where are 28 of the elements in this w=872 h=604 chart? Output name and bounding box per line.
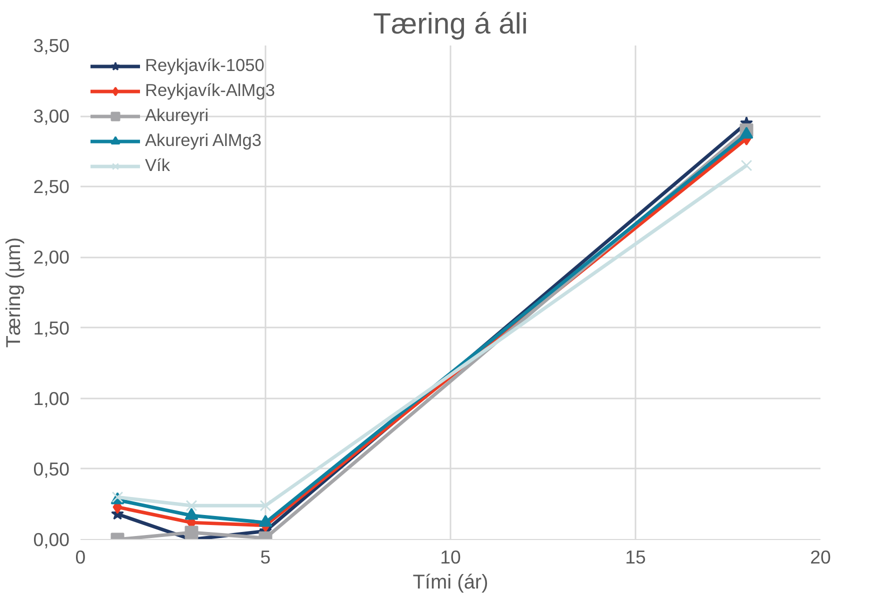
x-tick-label: 20 — [810, 546, 831, 568]
point — [184, 526, 198, 540]
y-tick-label: 2,50 — [33, 176, 70, 198]
legend-label: Reykjavík-1050 — [145, 55, 264, 76]
y-tick-label: 3,50 — [33, 35, 70, 56]
x-tick-label: 15 — [625, 546, 646, 568]
point — [740, 160, 752, 172]
y-tick-label: 0,50 — [33, 458, 70, 480]
x-tick-label: 5 — [260, 546, 271, 568]
legend-label: Akureyri AlMg3 — [145, 130, 262, 151]
chart-title: Tæring á áli — [373, 8, 528, 40]
legend-label: Reykjavík-AlMg3 — [145, 80, 275, 101]
point — [260, 500, 272, 512]
point — [184, 508, 198, 520]
y-tick-label: 2,00 — [33, 246, 70, 268]
y-tick-label: 3,00 — [33, 106, 70, 127]
y-tick-label: 0,00 — [33, 529, 70, 550]
legend-label: Vík — [145, 155, 170, 176]
x-axis-title: Tími (ár) — [412, 572, 488, 594]
y-tick-label: 1,50 — [33, 317, 70, 338]
point — [186, 500, 198, 512]
legend-label: Akureyri — [145, 105, 209, 126]
point — [740, 126, 754, 139]
point — [258, 514, 272, 527]
y-axis-title: Tæring (µm) — [3, 237, 26, 348]
x-tick-label: 10 — [440, 546, 461, 568]
x-tick-label: 0 — [75, 546, 86, 568]
y-tick-label: 1,00 — [33, 388, 70, 409]
